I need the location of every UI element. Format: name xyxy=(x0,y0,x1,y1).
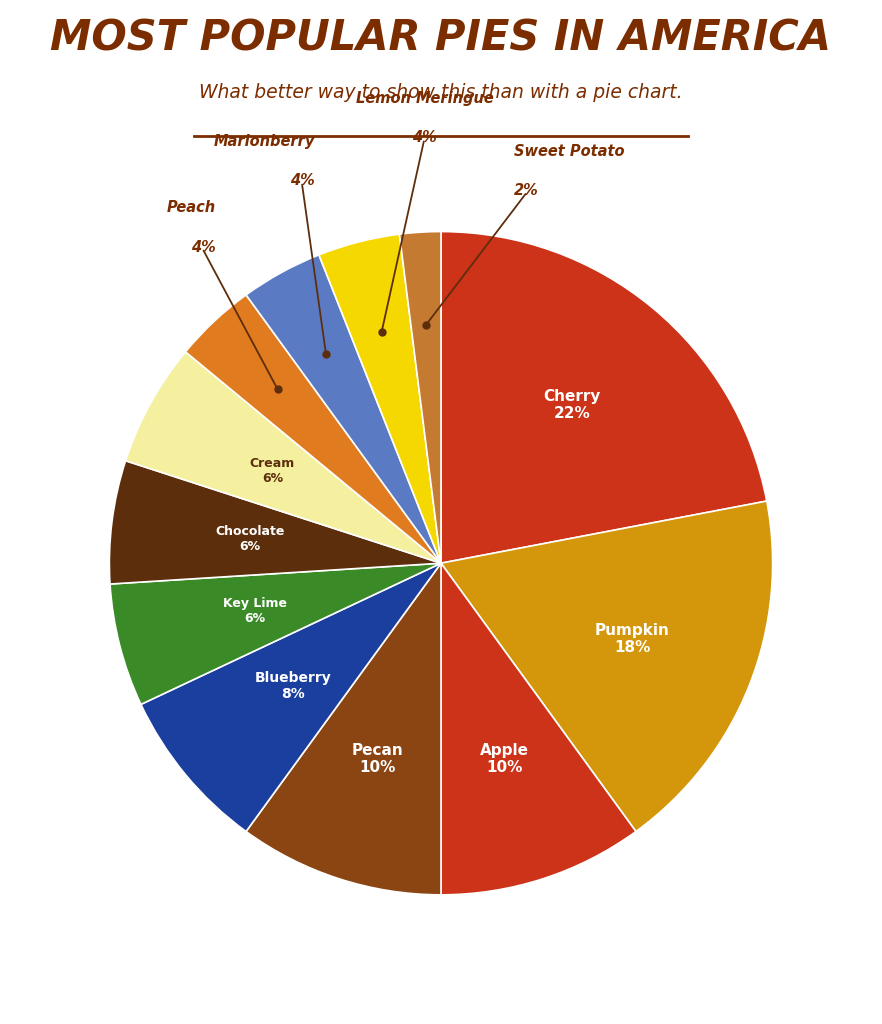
Text: Cream
6%: Cream 6% xyxy=(250,457,295,484)
Wedge shape xyxy=(246,255,441,563)
Text: Key Lime
6%: Key Lime 6% xyxy=(222,597,287,625)
Text: Cherry
22%: Cherry 22% xyxy=(543,388,601,421)
Wedge shape xyxy=(246,563,441,895)
Wedge shape xyxy=(441,501,773,831)
Text: Marionberry: Marionberry xyxy=(213,134,315,148)
Wedge shape xyxy=(109,461,441,584)
Text: 2%: 2% xyxy=(514,183,539,199)
Text: 4%: 4% xyxy=(412,130,437,145)
Wedge shape xyxy=(110,563,441,705)
Text: Pecan
10%: Pecan 10% xyxy=(352,742,403,775)
Text: Chocolate
6%: Chocolate 6% xyxy=(215,525,285,553)
Wedge shape xyxy=(441,563,636,895)
Text: Lemon Meringue: Lemon Meringue xyxy=(355,90,493,105)
Wedge shape xyxy=(319,234,441,563)
Text: Apple
10%: Apple 10% xyxy=(480,742,529,775)
Text: Sweet Potato: Sweet Potato xyxy=(514,143,624,159)
Text: 4%: 4% xyxy=(290,173,315,188)
Text: Peach: Peach xyxy=(167,200,215,215)
Text: Pumpkin
18%: Pumpkin 18% xyxy=(594,623,669,655)
Text: What better way to show this than with a pie chart.: What better way to show this than with a… xyxy=(199,83,683,102)
Wedge shape xyxy=(141,563,441,831)
Text: MOST POPULAR PIES IN AMERICA: MOST POPULAR PIES IN AMERICA xyxy=(50,17,832,59)
Wedge shape xyxy=(441,231,766,563)
Text: 4%: 4% xyxy=(191,240,215,255)
Wedge shape xyxy=(185,295,441,563)
Text: Blueberry
8%: Blueberry 8% xyxy=(254,671,331,700)
Wedge shape xyxy=(400,231,441,563)
Wedge shape xyxy=(125,352,441,563)
